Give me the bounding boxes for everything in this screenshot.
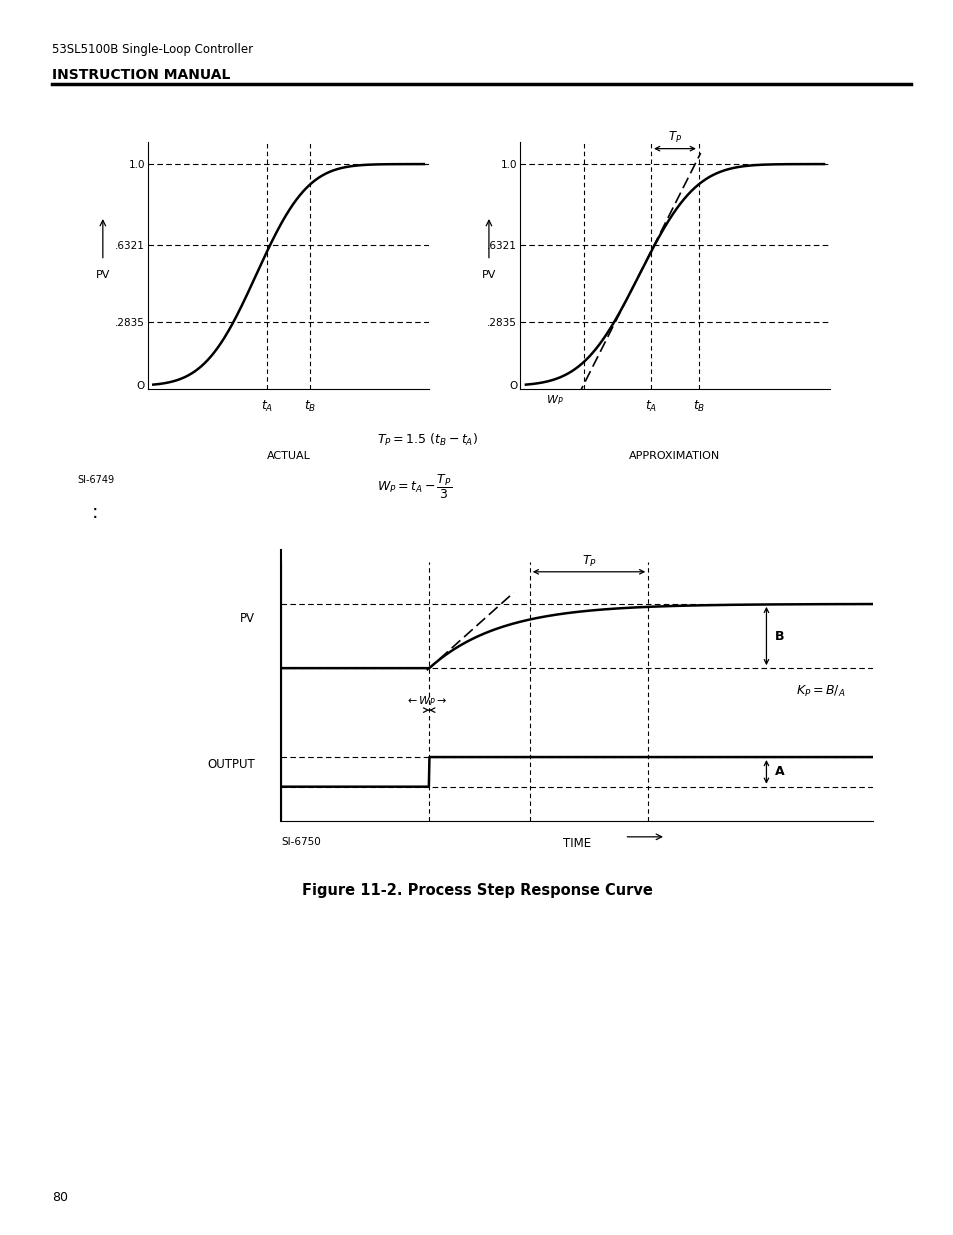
Text: $W_P = t_A - \dfrac{T_P}{3}$: $W_P = t_A - \dfrac{T_P}{3}$ bbox=[376, 473, 452, 501]
Text: 80: 80 bbox=[52, 1191, 69, 1204]
Text: $t_A$: $t_A$ bbox=[644, 399, 657, 414]
Text: SI-6750: SI-6750 bbox=[281, 837, 321, 847]
Text: PV: PV bbox=[95, 270, 110, 280]
Text: $W_P$: $W_P$ bbox=[545, 394, 563, 408]
Text: $t_B$: $t_B$ bbox=[304, 399, 316, 414]
Text: 53SL5100B Single-Loop Controller: 53SL5100B Single-Loop Controller bbox=[52, 43, 253, 57]
Text: $t_B$: $t_B$ bbox=[692, 399, 704, 414]
Text: TIME: TIME bbox=[562, 837, 591, 850]
Text: :: : bbox=[92, 503, 98, 522]
Text: PV: PV bbox=[239, 613, 254, 625]
Text: A: A bbox=[775, 766, 784, 778]
Text: INSTRUCTION MANUAL: INSTRUCTION MANUAL bbox=[52, 68, 231, 82]
Text: $T_P$: $T_P$ bbox=[581, 555, 596, 569]
Text: ACTUAL: ACTUAL bbox=[267, 451, 310, 461]
Text: $t_A$: $t_A$ bbox=[260, 399, 273, 414]
Text: APPROXIMATION: APPROXIMATION bbox=[629, 451, 720, 461]
Text: $T_P$: $T_P$ bbox=[667, 130, 681, 146]
Text: SI-6749: SI-6749 bbox=[77, 475, 114, 485]
Text: PV: PV bbox=[481, 270, 496, 280]
Text: Figure 11-2. Process Step Response Curve: Figure 11-2. Process Step Response Curve bbox=[301, 883, 652, 898]
Text: $\leftarrow W_P \rightarrow$: $\leftarrow W_P \rightarrow$ bbox=[405, 694, 447, 708]
Text: B: B bbox=[775, 630, 784, 642]
Text: OUTPUT: OUTPUT bbox=[207, 758, 254, 771]
Text: $T_P = 1.5\ (t_B - t_A)$: $T_P = 1.5\ (t_B - t_A)$ bbox=[376, 432, 477, 448]
Text: $K_P = B/_{A}$: $K_P = B/_{A}$ bbox=[795, 684, 844, 699]
